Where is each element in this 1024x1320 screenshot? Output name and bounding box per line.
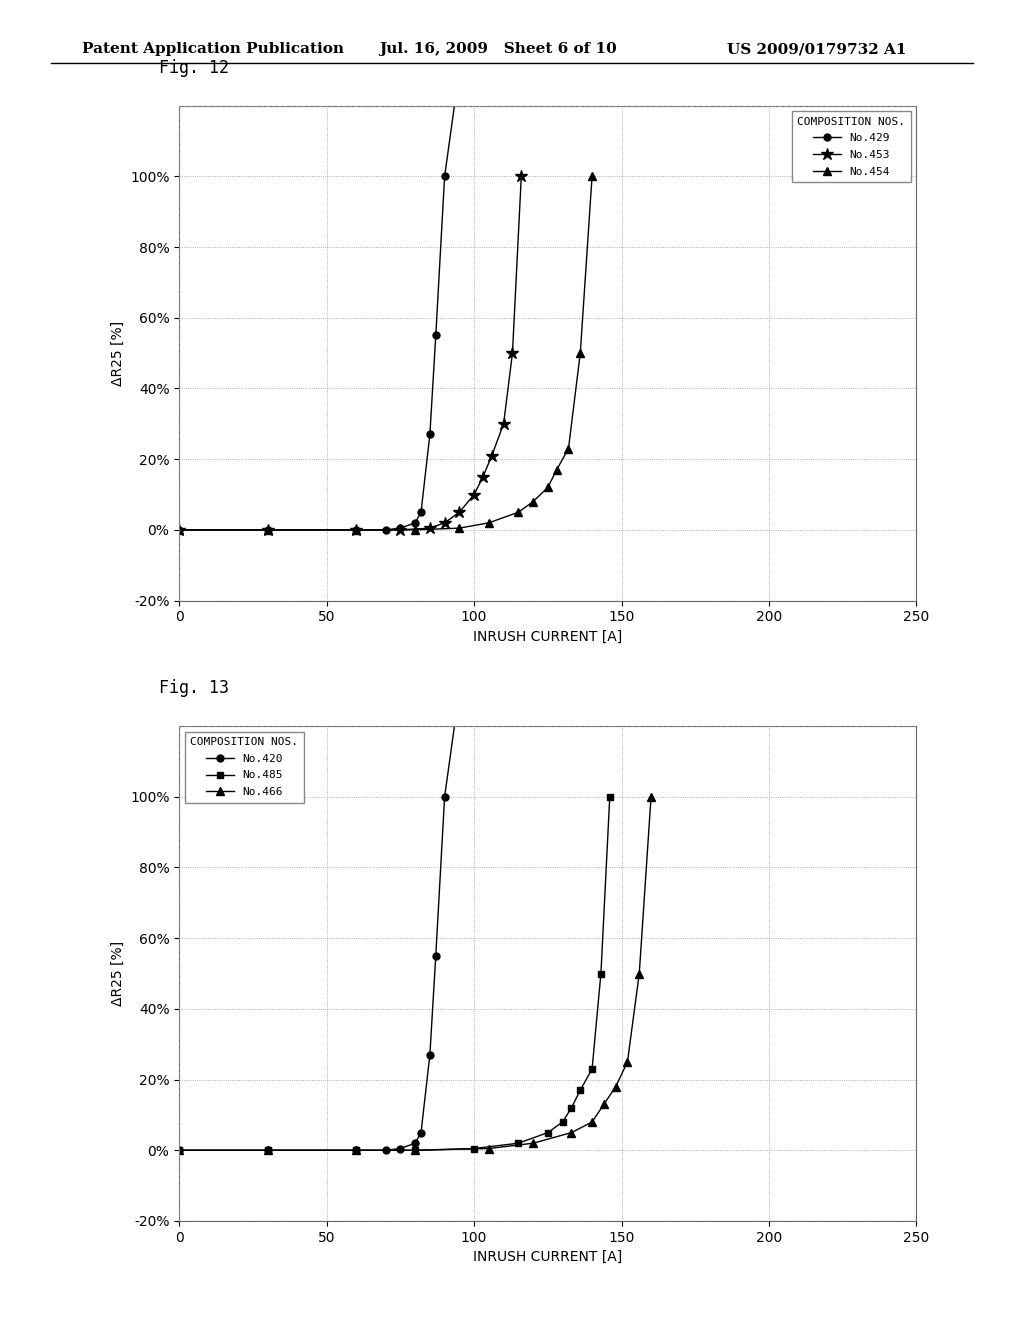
No.485 bbox=[261, 1142, 273, 1158]
No.429 bbox=[438, 169, 451, 185]
No.429 bbox=[350, 521, 362, 537]
No.453 bbox=[515, 169, 527, 185]
Legend: No.429, No.453, No.454: No.429, No.453, No.454 bbox=[792, 111, 911, 182]
No.429 bbox=[394, 520, 407, 536]
No.485 bbox=[512, 1135, 524, 1151]
Legend: No.420, No.485, No.466: No.420, No.485, No.466 bbox=[184, 731, 304, 803]
No.429 bbox=[380, 521, 392, 537]
No.466 bbox=[633, 966, 645, 982]
No.466 bbox=[565, 1125, 578, 1140]
No.420 bbox=[454, 682, 466, 698]
No.429 bbox=[430, 327, 442, 343]
No.420 bbox=[173, 1142, 185, 1158]
Line: No.454: No.454 bbox=[175, 172, 596, 535]
No.466 bbox=[586, 1114, 598, 1130]
No.454 bbox=[527, 494, 540, 510]
No.485 bbox=[595, 966, 607, 982]
No.453 bbox=[438, 515, 451, 531]
No.466 bbox=[173, 1142, 185, 1158]
No.453 bbox=[394, 521, 407, 537]
No.453 bbox=[485, 447, 498, 463]
No.485 bbox=[350, 1142, 362, 1158]
No.420 bbox=[438, 789, 451, 805]
No.485 bbox=[565, 1100, 578, 1115]
No.420 bbox=[261, 1142, 273, 1158]
No.420 bbox=[394, 1140, 407, 1156]
No.466 bbox=[409, 1142, 421, 1158]
No.420 bbox=[409, 1135, 421, 1151]
No.453 bbox=[424, 520, 436, 536]
Text: US 2009/0179732 A1: US 2009/0179732 A1 bbox=[727, 42, 906, 57]
No.453 bbox=[454, 504, 466, 520]
No.466 bbox=[261, 1142, 273, 1158]
No.466 bbox=[609, 1078, 622, 1094]
Text: Patent Application Publication: Patent Application Publication bbox=[82, 42, 344, 57]
No.454 bbox=[173, 521, 185, 537]
No.454 bbox=[409, 521, 421, 537]
No.453 bbox=[498, 416, 510, 432]
No.454 bbox=[574, 345, 587, 360]
No.454 bbox=[562, 441, 574, 457]
No.453 bbox=[350, 521, 362, 537]
Y-axis label: ΔR25 [%]: ΔR25 [%] bbox=[111, 321, 125, 385]
No.466 bbox=[622, 1053, 634, 1069]
No.454 bbox=[350, 521, 362, 537]
No.485 bbox=[173, 1142, 185, 1158]
Text: Fig. 13: Fig. 13 bbox=[159, 678, 228, 697]
Line: No.485: No.485 bbox=[176, 793, 613, 1154]
No.466 bbox=[645, 789, 657, 805]
No.429 bbox=[261, 521, 273, 537]
Bar bbox=[179, 106, 916, 601]
No.420 bbox=[415, 1125, 427, 1140]
No.429 bbox=[173, 521, 185, 537]
X-axis label: INRUSH CURRENT [A]: INRUSH CURRENT [A] bbox=[473, 630, 623, 644]
Text: Jul. 16, 2009   Sheet 6 of 10: Jul. 16, 2009 Sheet 6 of 10 bbox=[379, 42, 616, 57]
No.420 bbox=[430, 948, 442, 964]
No.485 bbox=[468, 1140, 480, 1156]
Line: No.420: No.420 bbox=[176, 688, 463, 1154]
No.485 bbox=[409, 1142, 421, 1158]
Line: No.429: No.429 bbox=[176, 67, 463, 533]
Text: Fig. 12: Fig. 12 bbox=[159, 58, 228, 77]
No.454 bbox=[551, 462, 563, 478]
No.485 bbox=[556, 1114, 568, 1130]
No.466 bbox=[527, 1135, 540, 1151]
No.453 bbox=[468, 487, 480, 503]
No.453 bbox=[261, 521, 273, 537]
No.429 bbox=[415, 504, 427, 520]
X-axis label: INRUSH CURRENT [A]: INRUSH CURRENT [A] bbox=[473, 1250, 623, 1265]
No.420 bbox=[380, 1142, 392, 1158]
No.485 bbox=[574, 1082, 587, 1098]
No.453 bbox=[173, 521, 185, 537]
No.420 bbox=[350, 1142, 362, 1158]
No.466 bbox=[598, 1097, 610, 1113]
No.466 bbox=[350, 1142, 362, 1158]
No.454 bbox=[512, 504, 524, 520]
No.420 bbox=[424, 1047, 436, 1063]
Bar bbox=[179, 726, 916, 1221]
No.454 bbox=[454, 520, 466, 536]
No.454 bbox=[586, 169, 598, 185]
No.454 bbox=[482, 515, 495, 531]
No.453 bbox=[477, 469, 489, 484]
No.466 bbox=[482, 1140, 495, 1156]
No.485 bbox=[542, 1125, 554, 1140]
Y-axis label: ΔR25 [%]: ΔR25 [%] bbox=[111, 941, 125, 1006]
Line: No.453: No.453 bbox=[173, 170, 527, 536]
No.429 bbox=[454, 62, 466, 78]
Line: No.466: No.466 bbox=[175, 792, 655, 1155]
No.454 bbox=[542, 479, 554, 495]
No.485 bbox=[586, 1061, 598, 1077]
No.429 bbox=[424, 426, 436, 442]
No.485 bbox=[603, 789, 615, 805]
No.454 bbox=[261, 521, 273, 537]
No.429 bbox=[409, 515, 421, 531]
No.453 bbox=[506, 345, 518, 360]
